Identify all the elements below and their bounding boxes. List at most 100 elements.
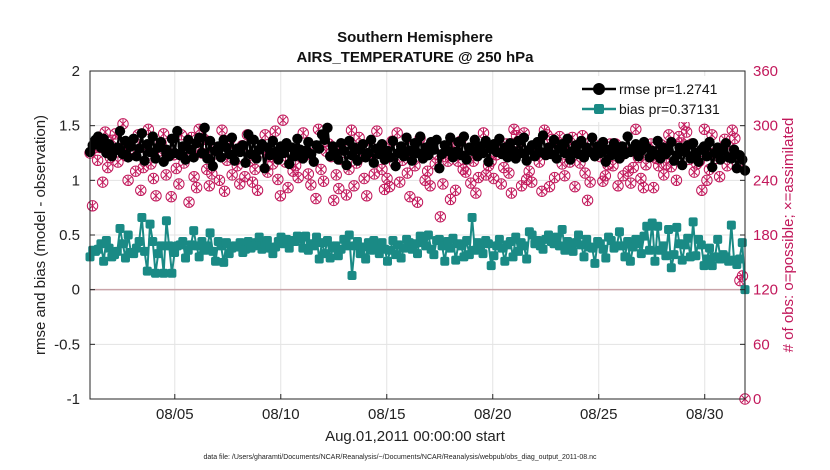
obs-assimilated-point [472, 188, 480, 198]
obs-assimilated-point [347, 125, 356, 135]
obs-possible-point [213, 174, 226, 187]
obs-possible-point [282, 181, 294, 194]
obs-assimilated-point [423, 166, 432, 176]
rmse-point [406, 155, 418, 166]
rmse-point [251, 153, 262, 164]
obs-assimilated-point [505, 168, 513, 178]
obs-possible-point [269, 125, 282, 137]
rmse-point [139, 155, 150, 166]
obs-possible-point [340, 189, 353, 201]
y-right-tick-label: 240 [753, 172, 778, 189]
rmse-point [267, 135, 279, 147]
rmse-point [597, 136, 609, 148]
rmse-point [166, 133, 178, 144]
rmse-point [720, 137, 732, 149]
bias-point [344, 230, 354, 240]
obs-assimilated-point [609, 161, 617, 171]
bias-point [112, 246, 122, 256]
obs-possible-point [226, 169, 238, 181]
bias-point [151, 268, 160, 278]
obs-possible-point [503, 167, 515, 179]
rmse-point [286, 142, 298, 153]
rmse-point [278, 147, 289, 159]
rmse-point [333, 154, 344, 165]
obs-assimilated-point [403, 168, 412, 178]
obs-possible-point [487, 172, 500, 185]
obs-assimilated-point [190, 172, 198, 182]
bias-point [142, 266, 152, 276]
obs-assimilated-point [332, 170, 341, 180]
obs-possible-point [274, 190, 287, 202]
obs-assimilated-point [205, 181, 214, 191]
obs-assimilated-point [215, 175, 224, 185]
obs-possible-point [404, 191, 416, 203]
obs-possible-point [630, 123, 642, 136]
y-tick-label: 0 [72, 282, 80, 299]
obs-assimilated-point [624, 166, 632, 176]
obs-assimilated-point [690, 167, 698, 177]
obs-possible-point [495, 178, 507, 190]
rmse-point [461, 154, 472, 165]
obs-assimilated-point [446, 194, 455, 205]
bias-point [325, 253, 335, 263]
bias-point [478, 249, 488, 259]
y-axis-right: 0 60 120 180 240 300 360 [740, 63, 778, 408]
x-tick-label: 08/15 [368, 406, 406, 423]
bias-point [301, 231, 311, 241]
bias-point [382, 256, 392, 266]
x-axis-label: Aug.01,2011 00:00:00 start [325, 428, 506, 445]
y-tick-label: 0.5 [59, 227, 80, 244]
rmse-point [431, 134, 442, 146]
rmse-point [150, 153, 161, 164]
rmse-point [204, 135, 216, 147]
rmse-point [483, 156, 494, 167]
obs-possible-point [239, 170, 251, 183]
obs-assimilated-point [307, 180, 315, 190]
bias-point [634, 239, 644, 249]
rmse-point [693, 156, 704, 167]
obs-possible-point [328, 194, 340, 207]
bias-point [625, 256, 635, 266]
obs-possible-point [670, 174, 683, 187]
obs-possible-point [297, 127, 309, 139]
obs-assimilated-point [185, 197, 193, 207]
obs-assimilated-point [632, 124, 640, 134]
obs-possible-point [371, 125, 383, 137]
rmse-point [480, 135, 491, 147]
bias-point [123, 230, 133, 240]
obs-possible-point [345, 124, 358, 136]
obs-possible-point [444, 193, 457, 206]
bias-point [181, 253, 191, 263]
rmse-point [548, 134, 560, 146]
bias-point [519, 241, 529, 251]
obs-assimilated-point [162, 170, 170, 180]
bias-point [101, 235, 111, 245]
bias-point [347, 270, 357, 280]
bias-point [726, 220, 736, 230]
rmse-point [428, 144, 440, 155]
bias-point [178, 237, 188, 247]
obs-assimilated-point [571, 182, 579, 192]
rmse-point [562, 133, 573, 144]
obs-possible-point [713, 170, 726, 183]
bias-point [205, 228, 215, 238]
bias-point [639, 231, 649, 241]
obs-assimilated-point [560, 171, 569, 181]
bias-point [361, 254, 371, 264]
obs-possible-point [625, 177, 637, 189]
obs-assimilated-point [517, 181, 526, 191]
bias-point [579, 252, 589, 262]
y-right-tick-label: 360 [753, 63, 778, 80]
rmse-point [259, 163, 270, 174]
y-tick-label: 1.5 [59, 118, 80, 135]
obs-possible-point [150, 190, 162, 202]
rmse-point [445, 132, 456, 143]
obs-possible-point [647, 181, 660, 194]
obs-possible-point [203, 180, 216, 192]
rmse-point [365, 134, 377, 146]
obs-possible-point [259, 129, 271, 141]
obs-assimilated-point [380, 184, 389, 195]
obs-assimilated-point [317, 164, 325, 174]
obs-assimilated-point [167, 192, 175, 202]
obs-assimilated-point [220, 186, 229, 196]
